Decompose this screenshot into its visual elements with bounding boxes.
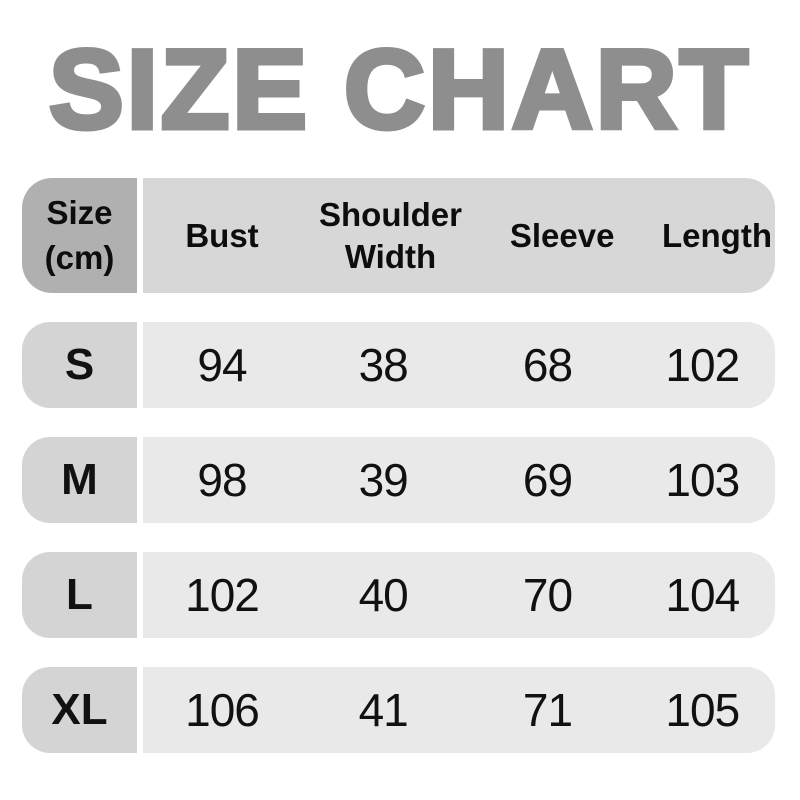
cell-bust: 94 bbox=[197, 339, 247, 391]
row-values: 102 40 70 104 bbox=[143, 552, 775, 638]
header-cell-bust: Bust bbox=[185, 216, 259, 254]
row-values: 106 41 71 105 bbox=[143, 667, 775, 753]
header-size-label-line1: Size bbox=[46, 193, 113, 231]
cell-shoulder-width: 41 bbox=[358, 684, 409, 736]
cell-length: 102 bbox=[665, 339, 740, 391]
cell-bust: 102 bbox=[185, 569, 260, 621]
cell-bust: 98 bbox=[197, 454, 247, 506]
cell-length: 104 bbox=[665, 569, 740, 621]
column-divider bbox=[137, 667, 143, 753]
size-label: M bbox=[22, 437, 137, 523]
column-divider bbox=[137, 178, 143, 293]
column-divider bbox=[137, 552, 143, 638]
cell-bust: 106 bbox=[185, 684, 260, 736]
size-label: XL bbox=[22, 667, 137, 753]
cell-length: 103 bbox=[665, 454, 740, 506]
cell-sleeve: 69 bbox=[522, 454, 573, 506]
cell-sleeve: 71 bbox=[522, 684, 573, 736]
row-values: 94 38 68 102 bbox=[143, 322, 775, 408]
size-label: S bbox=[22, 322, 137, 408]
cell-sleeve: 70 bbox=[522, 569, 573, 621]
cell-shoulder-width: 39 bbox=[358, 454, 409, 506]
cell-length: 105 bbox=[665, 684, 740, 736]
table-row-xl: XL 106 41 71 105 bbox=[22, 667, 775, 753]
header-cell-size: Size (cm) bbox=[22, 178, 137, 293]
table-row-s: S 94 38 68 102 bbox=[22, 322, 775, 408]
header-cell-sleeve: Sleeve bbox=[509, 216, 615, 254]
cell-shoulder-width: 40 bbox=[358, 569, 409, 621]
size-chart-table: Size (cm) Bust Shoulder Width Sleeve Len… bbox=[22, 178, 775, 753]
table-row-l: L 102 40 70 104 bbox=[22, 552, 775, 638]
header-size-label-line2: (cm) bbox=[44, 238, 115, 276]
cell-sleeve: 68 bbox=[522, 339, 573, 391]
header-columns: Bust Shoulder Width Sleeve Length bbox=[143, 178, 775, 293]
header-cell-length: Length bbox=[662, 216, 772, 254]
cell-shoulder-width: 38 bbox=[358, 339, 409, 391]
header-cell-shoulder-width: Shoulder Width bbox=[319, 196, 463, 275]
table-row-m: M 98 39 69 103 bbox=[22, 437, 775, 523]
row-values: 98 39 69 103 bbox=[143, 437, 775, 523]
table-header-row: Size (cm) Bust Shoulder Width Sleeve Len… bbox=[22, 178, 775, 293]
column-divider bbox=[137, 322, 143, 408]
size-label: L bbox=[22, 552, 137, 638]
column-divider bbox=[137, 437, 143, 523]
page-title: SIZE CHART bbox=[47, 27, 751, 152]
